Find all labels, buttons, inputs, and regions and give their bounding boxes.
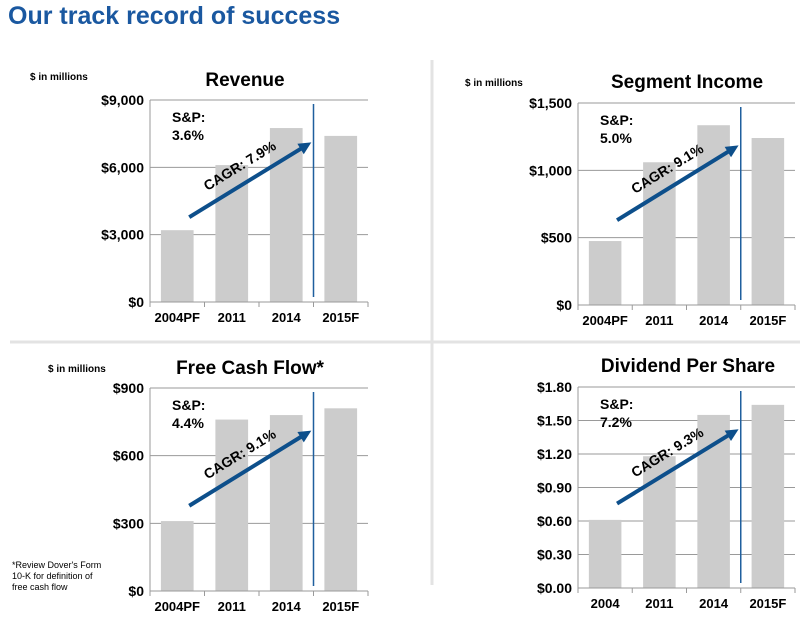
x-tick-label: 2015F [749,596,786,611]
bar-2011 [215,165,249,302]
sp-label: S&P: [172,109,205,125]
arrow-head-icon [297,430,312,443]
bar-2015f [324,135,358,302]
cagr-arrow [616,433,730,506]
x-tick-label: 2011 [218,599,246,614]
y-tick-label: $1.80 [537,379,572,395]
sp-value: 3.6% [172,127,204,143]
y-tick-label: $1,000 [529,162,572,178]
x-tick-label: 2015F [322,310,359,325]
chart-title: Revenue [205,70,284,91]
x-tick-label: 2014 [272,310,302,325]
x-tick-label: 2004PF [154,599,200,614]
bar-2004 [588,519,622,588]
y-tick-label: $900 [113,380,144,396]
y-tick-label: $0.90 [537,480,572,496]
y-tick-label: $9,000 [101,92,144,108]
bar-2004pf [160,230,194,302]
bar-2015f [751,404,785,588]
y-tick-label: $6,000 [101,159,144,175]
units-label: $ in millions [465,78,523,89]
x-tick-label: 2011 [218,310,246,325]
x-tick-label: 2004PF [582,313,628,328]
y-tick-label: $3,000 [101,227,144,243]
chart-revenue: Revenue $ in millions $0 $3,000 $6,000 $9,000… [30,70,369,325]
bar-2015f [751,138,785,305]
page-title: Our track record of success [8,2,341,30]
sp-label: S&P: [600,396,633,412]
y-tick-label: $0 [128,583,144,599]
cagr-arrow [188,434,303,508]
bar-2011 [215,419,249,591]
x-tick-label: 2011 [645,596,673,611]
x-tick-label: 2014 [272,599,302,614]
chart-title: Dividend Per Share [601,356,775,377]
x-tick-label: 2015F [749,313,786,328]
y-tick-label: $0.60 [537,513,572,529]
y-tick-label: $0 [556,297,572,313]
y-tick-label: $0 [128,294,144,310]
bar-2015f [324,408,358,591]
x-tick-label: 2004 [591,596,621,611]
x-tick-label: 2014 [699,313,729,328]
chart-segment-income: Segment Income $ in millions $0 $500 $1,000 $… [465,72,796,328]
y-tick-label: $500 [541,230,572,246]
units-label: $ in millions [30,72,88,83]
chart-free-cash-flow: Free Cash Flow* $ in millions $0 $300 $600 $9… [48,358,369,614]
footnote: *Review Dover's Form 10-K for definition… [12,560,102,592]
y-tick-label: $300 [113,515,144,531]
x-tick-label: 2004PF [154,310,200,325]
arrow-head-icon [724,145,739,158]
chart-title: Segment Income [611,72,763,93]
y-tick-label: $1.20 [537,446,572,462]
y-tick-label: $0.00 [537,580,572,596]
sp-label: S&P: [172,397,205,413]
bar-2014 [697,414,730,588]
cagr-arrow [188,146,303,219]
y-tick-label: $1.50 [537,413,572,429]
y-tick-label: $0.30 [537,547,572,563]
sp-value: 4.4% [172,415,204,431]
bar-2004pf [160,521,194,591]
chart-title: Free Cash Flow* [176,358,324,379]
x-tick-label: 2011 [645,313,673,328]
arrow-head-icon [297,142,312,155]
bar-2014 [269,128,303,302]
x-tick-label: 2014 [699,596,729,611]
arrow-head-icon [724,429,739,441]
y-tick-label: $1,500 [529,95,572,111]
x-tick-label: 2015F [322,599,359,614]
chart-dividend-per-share: Dividend Per Share $0.00 $0.30 $0.60 $0.90 $1… [537,356,796,611]
bar-2004pf [588,241,622,305]
units-label: $ in millions [48,364,106,375]
y-tick-label: $600 [113,448,144,464]
cagr-arrow [616,149,730,222]
sp-value: 5.0% [600,130,632,146]
sp-value: 7.2% [600,414,632,430]
sp-label: S&P: [600,112,633,128]
